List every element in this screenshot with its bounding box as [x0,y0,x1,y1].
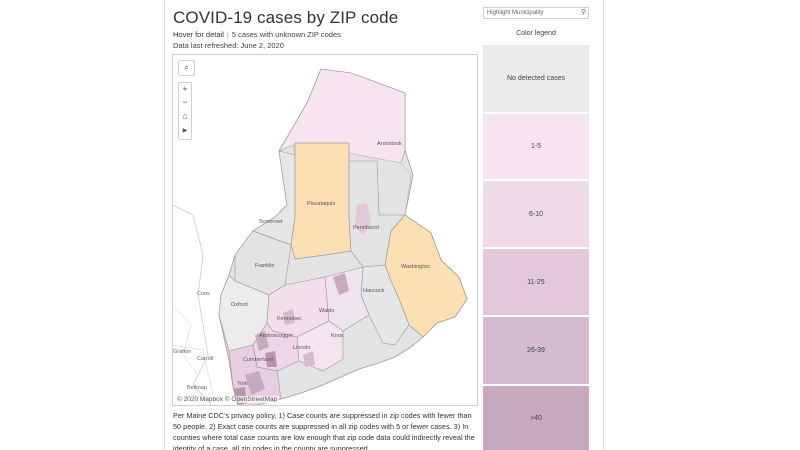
label-piscataquis: Piscataquis [307,201,335,207]
page-background-right [604,0,800,450]
legend-label: 26-39 [527,347,545,354]
refresh-date: Data last refreshed: June 2, 2020 [173,41,284,50]
page-title: COVID-19 cases by ZIP code [173,8,399,27]
legend-6-10: 6-10 [483,180,589,247]
legend-1-5: 1-5 [483,113,589,179]
label-coos: Coos [197,291,210,297]
map-zoom-controls: + − ⌂ ▶ [178,82,192,140]
label-androscoggin: Androscoggin [259,333,293,339]
case-spot-3[interactable] [245,371,265,395]
unknown-zip-note: 5 cases with unknown ZIP codes [231,30,341,39]
label-franklin: Franklin [255,263,275,269]
label-oxford: Oxford [231,302,248,308]
waldo-cases[interactable] [333,273,349,295]
highlight-municipality-input[interactable]: Highlight Municipality ⚲ [483,7,589,19]
play-icon[interactable]: ▶ [182,128,188,134]
label-somerset: Somerset [259,219,283,225]
legend-label: 11-25 [527,278,545,286]
case-spot-1[interactable] [255,331,269,351]
label-cumberland: Cumberland [243,357,273,363]
case-spot-2[interactable] [265,351,277,367]
zoom-out-button[interactable]: − [182,97,188,107]
nh-county-line-2 [173,344,214,396]
label-aroostook: Aroostook [377,141,402,147]
label-carroll: Carroll [197,356,213,362]
label-penobscot: Penobscot [353,225,379,231]
hover-hint: Hover for detail [173,30,224,39]
map-search-button[interactable]: ⌕ [178,60,195,76]
legend-no-cases: No detected cases [483,44,589,112]
legend-label: No detected cases [507,75,565,82]
separator: | [226,30,229,39]
label-york: York [237,381,248,387]
label-belknap: Belknap [187,385,207,391]
highlight-placeholder: Highlight Municipality [487,10,544,16]
maine-map[interactable]: Aroostook Piscataquis Somerset Penobscot… [173,55,478,406]
label-waldo: Waldo [319,308,334,314]
legend-title: Color legend [516,30,556,37]
legend-over-40: >40 [483,385,589,450]
legend-label: 1-5 [530,143,542,150]
label-washington: Washington [401,264,430,270]
privacy-note: Per Maine CDC's privacy policy, 1) Case … [173,411,475,450]
case-spot-6[interactable] [303,351,315,367]
case-spot-5[interactable] [283,309,295,325]
legend-26-39: 26-39 [483,316,589,384]
search-icon: ⚲ [580,9,586,16]
legend-11-25: 11-25 [483,248,589,315]
map-view[interactable]: Aroostook Piscataquis Somerset Penobscot… [172,54,478,406]
subtitle-row: Hover for detail | 5 cases with unknown ZI… [173,30,341,39]
legend-label: >40 [530,414,542,422]
label-kennebec: Kennebec [277,316,302,322]
nh-border-line [173,204,212,405]
search-icon: ⌕ [183,62,190,72]
legend-label: 6-10 [528,210,543,218]
nh-county-line [173,304,199,376]
penobscot-cases[interactable] [355,203,371,235]
label-grafton: Grafton [173,349,191,355]
home-icon[interactable]: ⌂ [182,111,188,121]
label-hancock: Hancock [363,288,385,294]
page-background-left [0,0,164,450]
label-knox: Knox [331,333,344,339]
county-somerset[interactable] [252,150,296,246]
label-lincoln: Lincoln [293,345,310,351]
map-attribution[interactable]: © 2020 Mapbox © OpenStreetMap [175,396,280,403]
zoom-in-button[interactable]: + [182,84,188,94]
